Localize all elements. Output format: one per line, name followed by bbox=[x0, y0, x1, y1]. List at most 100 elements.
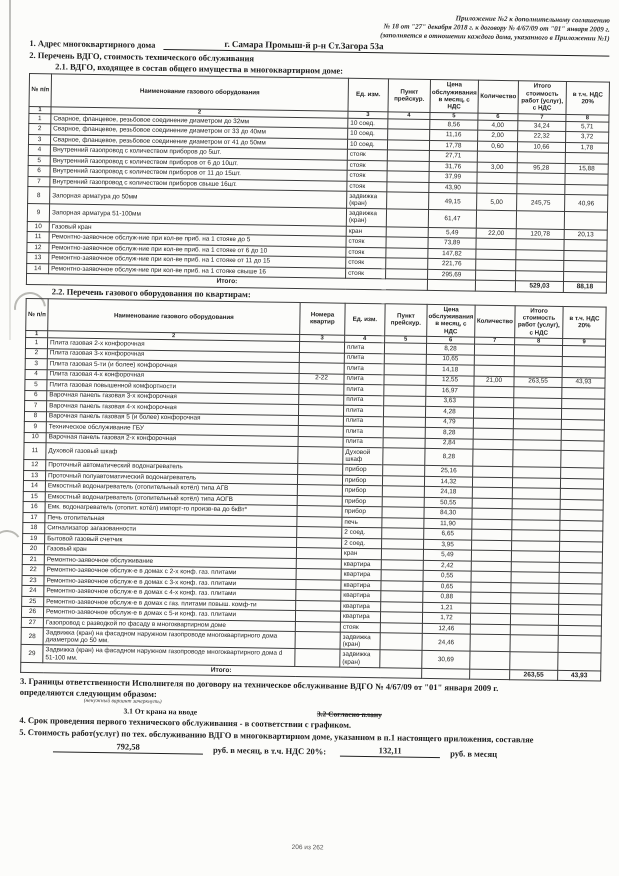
unit-cell: стояк bbox=[345, 236, 387, 248]
pricelist-item-cell bbox=[380, 611, 423, 624]
price-cell: 24,46 bbox=[422, 633, 471, 652]
quantity-cell bbox=[476, 182, 517, 194]
total-cell bbox=[513, 386, 562, 398]
apartments-cell bbox=[298, 404, 344, 416]
vat-cell bbox=[558, 614, 602, 626]
unit-cell: плита bbox=[344, 352, 385, 364]
price-cell: 30,69 bbox=[421, 650, 471, 669]
total-cell: 10,66 bbox=[517, 141, 566, 153]
pricelist-item-cell bbox=[381, 569, 424, 582]
col-header-price: Цена обслуживания в месяц, с НДС bbox=[430, 79, 479, 113]
vat-cell bbox=[561, 397, 605, 410]
option-3-2-struck: 3.2 Согласно плану bbox=[316, 709, 383, 720]
total-cell: 263,55 bbox=[513, 376, 563, 388]
row-number-cell: 20 bbox=[22, 543, 45, 555]
row-number-cell: 1 bbox=[25, 337, 48, 349]
total-cell bbox=[512, 449, 561, 468]
total-cell bbox=[510, 592, 559, 605]
pricelist-item-cell bbox=[382, 465, 425, 477]
pricelist-item-cell bbox=[384, 353, 427, 365]
col-header-apartments: Номера квартир bbox=[299, 302, 346, 336]
price-cell: 61,47 bbox=[428, 209, 477, 228]
total-vat-cell: 88,18 bbox=[563, 281, 607, 293]
pricelist-item-cell bbox=[386, 181, 429, 193]
quantity-cell bbox=[473, 396, 514, 408]
scanned-sheet: Приложение №2 к дополнительному соглашен… bbox=[18, 8, 610, 856]
vat-cell bbox=[563, 260, 607, 272]
quantity-cell bbox=[472, 466, 513, 478]
col-header-num: № п/п bbox=[25, 298, 49, 331]
apartments-cell bbox=[295, 600, 341, 612]
unit-cell: Духовой шкаф bbox=[342, 447, 384, 466]
total-cell: 34,24 bbox=[517, 120, 566, 132]
total-cell bbox=[516, 183, 565, 195]
col-header-vat: в т.ч. НДС 20% bbox=[562, 306, 607, 339]
unit-cell: 10 соед. bbox=[347, 138, 388, 151]
option-3-1: 3.1 От крана на вводе bbox=[123, 706, 198, 717]
vat-cell bbox=[562, 345, 606, 357]
vat-cell bbox=[561, 418, 605, 431]
vat-cell bbox=[563, 239, 608, 251]
col-header-pricelist: Пункт прейскур. bbox=[388, 79, 431, 112]
apartments-cell bbox=[297, 474, 343, 486]
apartments-cell bbox=[298, 436, 344, 448]
vat-cell bbox=[560, 499, 604, 511]
monthly-vat-suffix: руб. в месяц bbox=[450, 748, 498, 760]
row-number-cell: 26 bbox=[21, 606, 44, 618]
quantity-cell bbox=[474, 344, 515, 356]
quantity-cell: 0,60 bbox=[477, 140, 518, 152]
unit-cell: квартира bbox=[341, 558, 382, 570]
unit-cell: 2 соед. bbox=[341, 527, 382, 539]
vat-cell bbox=[559, 509, 604, 521]
quantity-cell bbox=[476, 210, 517, 229]
apartments-cell bbox=[295, 579, 342, 591]
price-cell: 0,65 bbox=[422, 581, 472, 593]
pricelist-item-cell bbox=[379, 650, 423, 668]
quantity-cell: 21,00 bbox=[473, 375, 515, 387]
address-label: 1. Адрес многоквартирного дома bbox=[29, 38, 156, 51]
pricelist-item-cell bbox=[381, 538, 424, 550]
apartments-cell bbox=[299, 362, 345, 374]
vat-cell bbox=[558, 593, 602, 605]
total-cell bbox=[513, 407, 562, 419]
unit-cell: плита bbox=[343, 436, 384, 448]
unit-cell: стояк bbox=[346, 180, 387, 193]
price-cell: 0,55 bbox=[423, 570, 472, 582]
quantity-cell bbox=[473, 438, 514, 450]
row-number-cell: 5 bbox=[24, 379, 47, 391]
price-cell: 295,69 bbox=[427, 269, 476, 281]
price-cell: 84,30 bbox=[423, 507, 473, 519]
quantity-cell bbox=[469, 651, 510, 670]
vat-cell bbox=[565, 152, 609, 164]
quantity-cell bbox=[475, 238, 517, 250]
total-cell bbox=[511, 508, 561, 521]
pricelist-item-cell bbox=[381, 506, 425, 519]
pricelist-item-cell bbox=[383, 426, 426, 438]
price-cell: 11,90 bbox=[423, 518, 472, 530]
col-header-price: Цена обслуживания в месяц, с НДС bbox=[426, 304, 476, 337]
row-number-cell: 6 bbox=[24, 389, 47, 401]
col-header-num: № п/п bbox=[29, 73, 52, 107]
unit-cell: стояк bbox=[345, 246, 386, 258]
unit-cell: стояк bbox=[345, 257, 386, 269]
price-cell: 221,76 bbox=[427, 258, 476, 270]
apartments-cell bbox=[298, 383, 344, 395]
row-number-cell: 27 bbox=[21, 617, 44, 628]
apartments-cell bbox=[297, 446, 344, 465]
total-cell bbox=[517, 151, 566, 164]
unit-cell: задвижка (кран) bbox=[346, 191, 387, 210]
vat-cell bbox=[560, 488, 604, 500]
pricelist-item-cell bbox=[381, 517, 424, 529]
row-number-cell: 29 bbox=[20, 644, 44, 663]
unit-cell: плита bbox=[343, 405, 384, 417]
row-number-cell: 22 bbox=[22, 564, 45, 576]
vat-cell bbox=[564, 211, 608, 230]
apartments-cell bbox=[297, 495, 343, 507]
row-number-cell: 10 bbox=[24, 431, 47, 443]
row-number-cell: 19 bbox=[22, 533, 45, 544]
total-cell bbox=[512, 477, 561, 489]
apartments-cell bbox=[298, 394, 344, 406]
vat-cell bbox=[561, 408, 605, 420]
row-number-cell: 8 bbox=[27, 186, 50, 205]
total-cell bbox=[511, 540, 560, 552]
